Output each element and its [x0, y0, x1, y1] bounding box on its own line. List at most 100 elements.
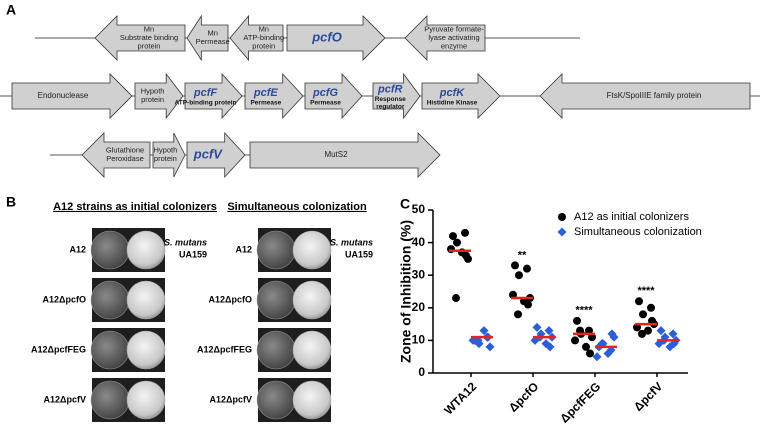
point — [635, 297, 643, 306]
point — [452, 294, 460, 303]
point — [514, 310, 522, 319]
colony-smutans — [126, 380, 166, 420]
point — [603, 348, 613, 358]
gene-arrow — [81, 132, 151, 178]
x-tick-label: ΔpcfFEG — [557, 379, 603, 425]
colony-smutans — [292, 380, 332, 420]
gene-desc: Hypoth — [154, 146, 178, 155]
legend-label: A12 as initial colonizers — [574, 211, 689, 223]
gene-name: pcfV — [193, 146, 224, 161]
gene-arrow — [186, 14, 229, 62]
significance: ** — [518, 249, 527, 261]
point — [532, 322, 542, 332]
colony-a12 — [256, 230, 296, 270]
y-axis-label: Zone of Inhibition (%) — [398, 220, 414, 363]
strain-label: A12 — [69, 244, 86, 254]
gene-desc: enzyme — [441, 41, 467, 50]
colony-a12 — [256, 330, 296, 370]
gene-desc: Mn — [144, 24, 154, 33]
legend-label: Simultaneous colonization — [574, 226, 702, 238]
gene-desc: Glutathione — [106, 146, 144, 155]
gene-arrow — [229, 14, 284, 62]
gene-desc: Histidine Kinase — [427, 100, 478, 107]
point — [571, 336, 579, 345]
gene-desc: regulator — [376, 104, 405, 111]
colony-a12 — [90, 330, 130, 370]
gene-desc: protein — [154, 154, 177, 163]
gene-desc: Mn — [207, 29, 217, 38]
gene-desc: Permease — [310, 100, 341, 107]
x-tick-label: ΔpcfO — [506, 379, 541, 414]
gene-desc: protein — [141, 95, 164, 104]
y-tick-label: 20 — [412, 300, 426, 314]
y-tick-label: 40 — [412, 235, 426, 249]
gene-desc: Response — [375, 96, 406, 103]
gene-name: pcfE — [253, 87, 279, 99]
colony-a12 — [90, 280, 130, 320]
colony-smutans — [292, 230, 332, 270]
strain-label: A12ΔpcfFEG — [197, 344, 252, 354]
gene-desc: Permease — [250, 100, 281, 107]
gene-arrow — [94, 15, 186, 61]
gene-name: pcfK — [439, 87, 466, 99]
point — [511, 261, 519, 270]
point — [639, 310, 647, 319]
gene-name: pcfF — [193, 87, 218, 99]
gene-arrow — [286, 15, 386, 61]
colony-smutans — [126, 230, 166, 270]
point — [648, 316, 656, 325]
gene-desc: Mn — [259, 24, 269, 33]
strain-label: A12 — [235, 244, 252, 254]
point — [462, 251, 470, 260]
colony-smutans — [292, 280, 332, 320]
gene-arrow — [184, 72, 243, 120]
x-tick-label: ΔpcfV — [631, 379, 665, 413]
point — [449, 232, 457, 241]
gene-desc: Permease — [196, 37, 230, 46]
point — [585, 326, 593, 335]
y-tick-label: 30 — [412, 267, 426, 281]
significance: **** — [637, 285, 655, 297]
point — [588, 333, 596, 342]
colony-a12 — [256, 380, 296, 420]
point — [515, 271, 523, 280]
point — [523, 264, 531, 273]
gene-desc: Endonuclease — [38, 91, 89, 100]
panel-label: B — [6, 194, 16, 210]
gene-desc: Hypoth — [141, 87, 165, 96]
point — [656, 326, 666, 336]
point — [607, 329, 617, 339]
gene-arrow — [134, 72, 184, 120]
gene-arrow — [372, 72, 421, 120]
point — [524, 300, 532, 309]
significance: **** — [575, 305, 593, 317]
colony-a12 — [90, 230, 130, 270]
gene-desc: lyase activating — [428, 33, 479, 42]
gene-arrow — [186, 131, 246, 179]
point — [461, 228, 469, 237]
point — [586, 349, 594, 358]
column-title: Simultaneous colonization — [227, 201, 367, 213]
column-title: A12 strains as initial colonizers — [53, 201, 217, 213]
gene-arrow — [152, 132, 186, 178]
colony-a12 — [256, 280, 296, 320]
point — [592, 352, 602, 362]
legend-marker — [557, 227, 567, 237]
strain-label: A12ΔpcfV — [44, 394, 86, 404]
x-tick-label: WTA12 — [441, 379, 479, 417]
gene-arrow — [539, 73, 751, 119]
y-tick-label: 0 — [418, 365, 425, 379]
panel-label: A — [6, 2, 16, 18]
y-tick-label: 50 — [412, 202, 426, 216]
gene-desc: Pyruvate formate- — [424, 24, 484, 33]
panel-label: C — [400, 196, 410, 212]
point — [576, 326, 584, 335]
point — [633, 323, 641, 332]
strain-label: A12ΔpcfO — [209, 294, 252, 304]
point — [544, 326, 554, 336]
gene-desc: MutS2 — [324, 150, 348, 159]
gene-arrow — [244, 72, 304, 120]
y-tick-label: 10 — [412, 333, 426, 347]
gene-arrow — [421, 73, 501, 119]
